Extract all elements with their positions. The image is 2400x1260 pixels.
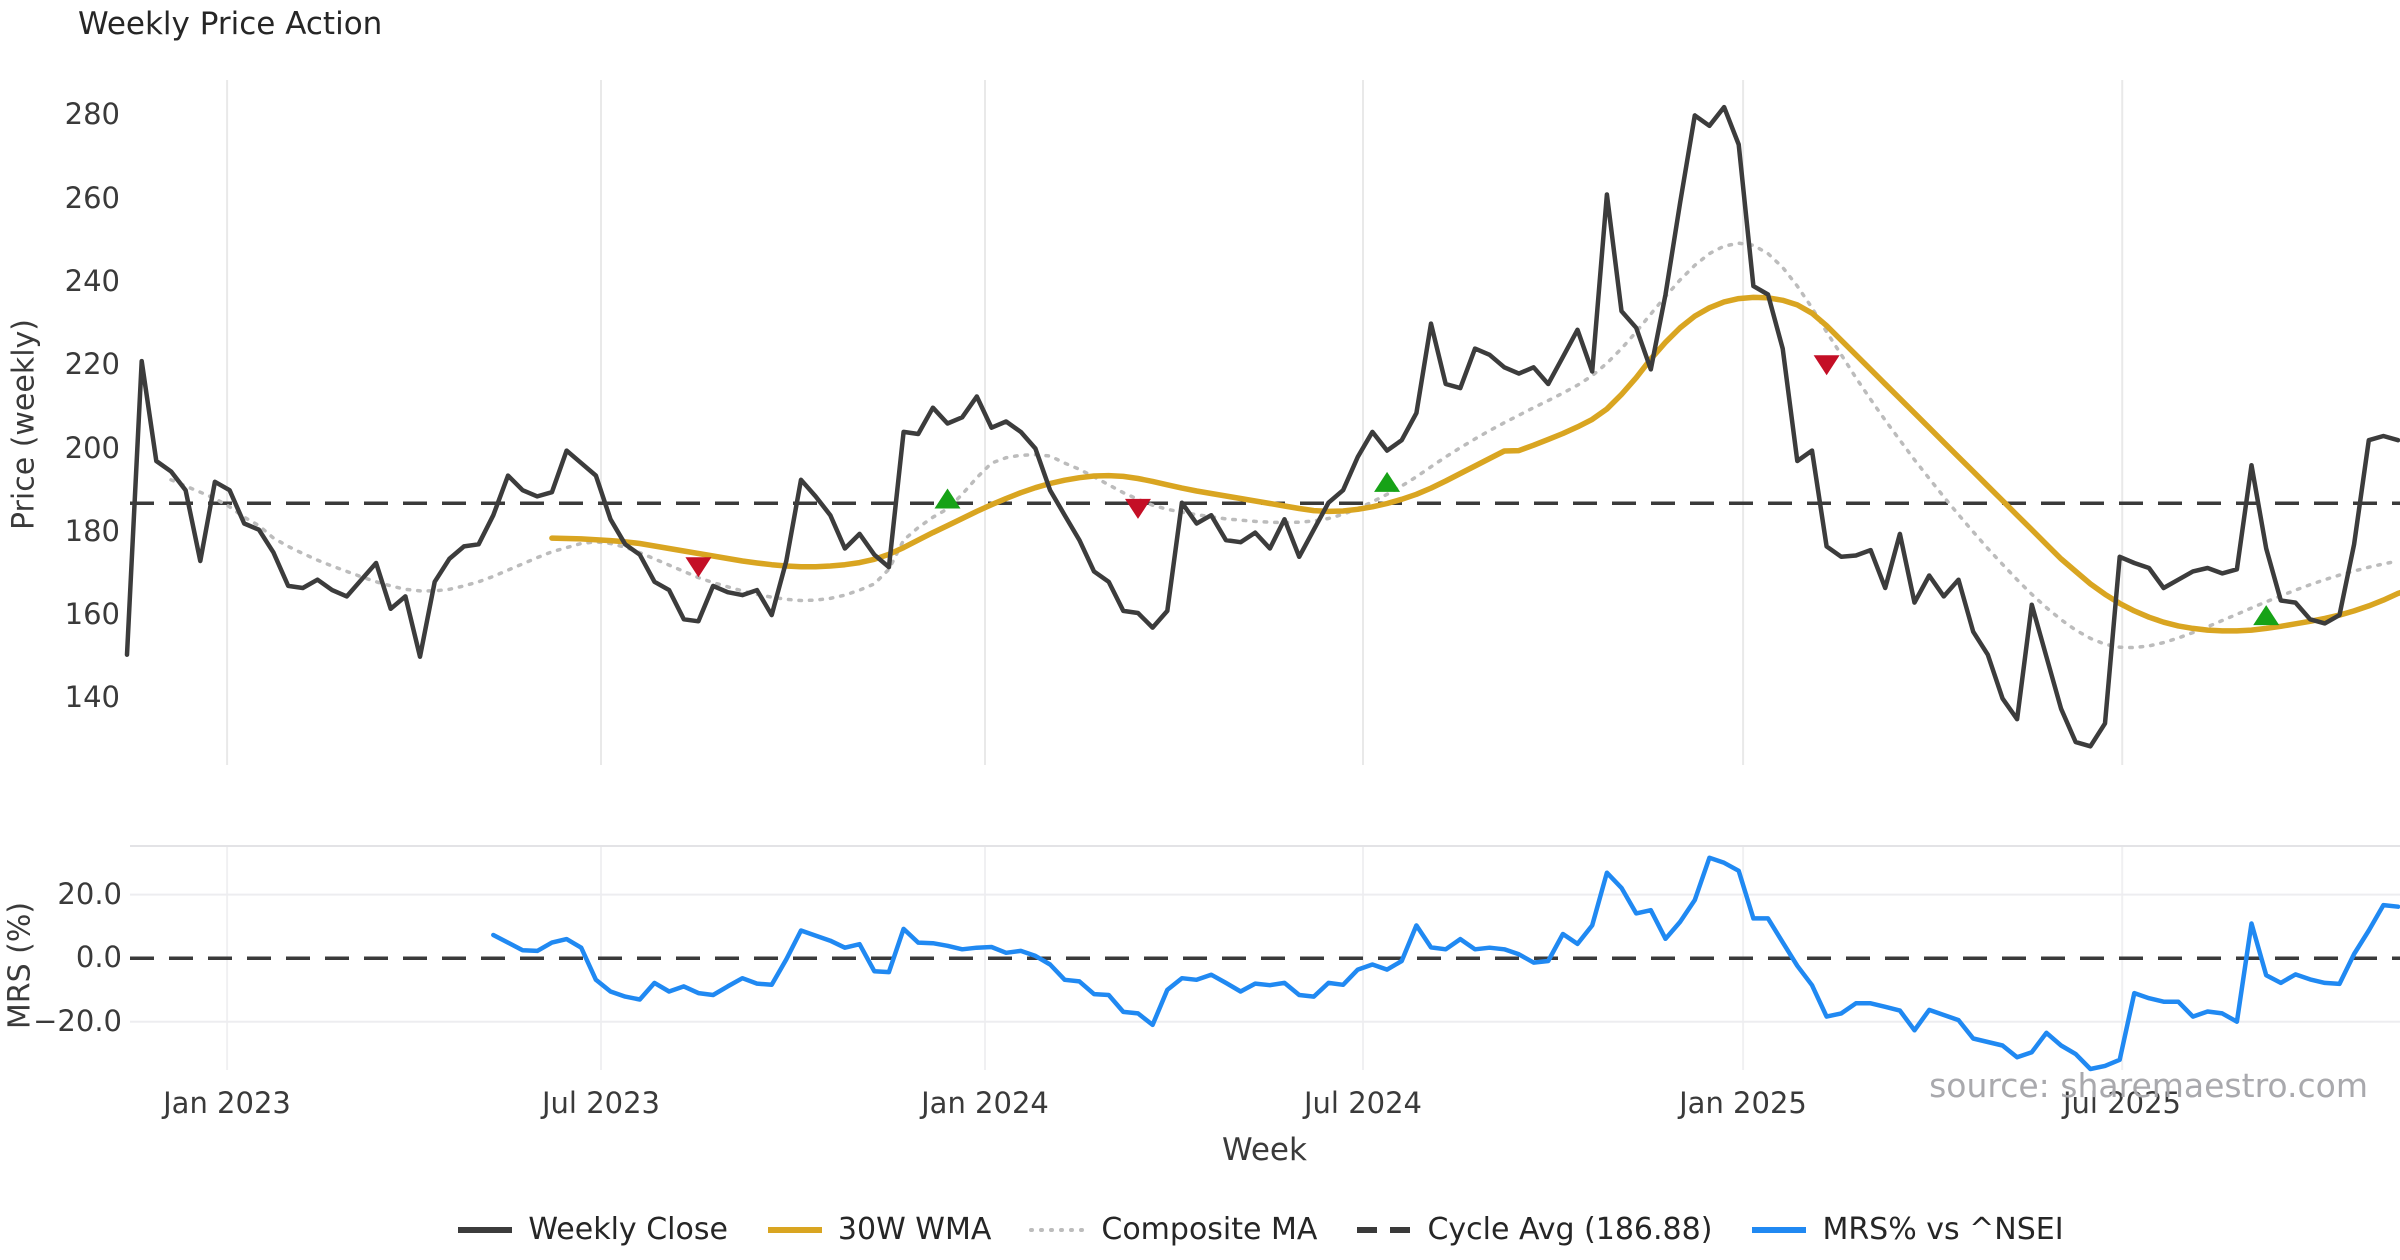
- sell-signal-marker: [1813, 355, 1840, 376]
- legend-item-mrs-vs-nsei: MRS% vs ^NSEI: [1750, 1212, 2064, 1247]
- price-ytick-label: 160: [64, 597, 120, 631]
- price-ytick-label: 280: [64, 97, 120, 131]
- chart-legend: Weekly Close 30W WMA Composite MA Cycle Avg…: [130, 1212, 2390, 1247]
- legend-sample-solid: [1752, 1226, 1807, 1233]
- wma-line: [549, 294, 2400, 634]
- buy-signal-marker: [934, 488, 961, 509]
- legend-item-30w-wma: 30W WMA: [766, 1212, 991, 1247]
- sell-signal-marker: [685, 557, 712, 578]
- mrs-ytick-label: 0.0: [75, 940, 122, 974]
- composite-ma-line: [169, 241, 2400, 650]
- source-watermark: source: sharemaestro.com: [1929, 1066, 2368, 1105]
- x-tick-label: Jul 2025: [2062, 1086, 2182, 1120]
- x-tick-label: Jul 2024: [1303, 1086, 1423, 1120]
- x-tick-label: Jan 2024: [921, 1086, 1049, 1120]
- legend-label: MRS% vs ^NSEI: [1822, 1212, 2064, 1247]
- page-title: Weekly Price Action: [78, 6, 383, 42]
- buy-signal-marker: [2253, 605, 2280, 626]
- price-ytick-label: 140: [64, 680, 120, 714]
- price-ytick-label: 220: [64, 347, 120, 381]
- x-tick-label: Jul 2023: [541, 1086, 661, 1120]
- x-tick-label: Jan 2023: [163, 1086, 291, 1120]
- sell-signal-marker: [1124, 498, 1151, 519]
- price-ytick-label: 240: [64, 264, 120, 298]
- price-axis-label: Price (weekly): [6, 318, 42, 531]
- weekly-close-line: [124, 104, 2400, 749]
- price-ytick-label: 180: [64, 514, 120, 548]
- mrs-ytick-label: −20.0: [33, 1004, 122, 1038]
- price-ytick-label: 260: [64, 181, 120, 215]
- legend-item-composite-ma: Composite MA: [1029, 1212, 1317, 1247]
- x-tick-label: Jan 2025: [1679, 1086, 1807, 1120]
- x-axis-title: Week: [1222, 1132, 1307, 1168]
- price-ytick-label: 200: [64, 431, 120, 465]
- legend-item-cycle-avg-186-88-: Cycle Avg (186.88): [1355, 1212, 1712, 1247]
- legend-item-weekly-close: Weekly Close: [456, 1212, 728, 1247]
- legend-sample-solid: [767, 1226, 822, 1233]
- legend-label: Cycle Avg (186.88): [1427, 1212, 1713, 1247]
- legend-sample-dashed: [1357, 1226, 1412, 1233]
- mrs-ytick-label: 20.0: [57, 877, 122, 911]
- legend-label: Composite MA: [1101, 1212, 1318, 1247]
- legend-label: Weekly Close: [528, 1212, 728, 1247]
- buy-signal-marker: [1374, 471, 1401, 492]
- legend-label: 30W WMA: [837, 1212, 992, 1247]
- mrs-line: [491, 855, 2400, 1072]
- legend-sample-solid: [458, 1226, 513, 1233]
- legend-sample-dotted: [1029, 1227, 1088, 1232]
